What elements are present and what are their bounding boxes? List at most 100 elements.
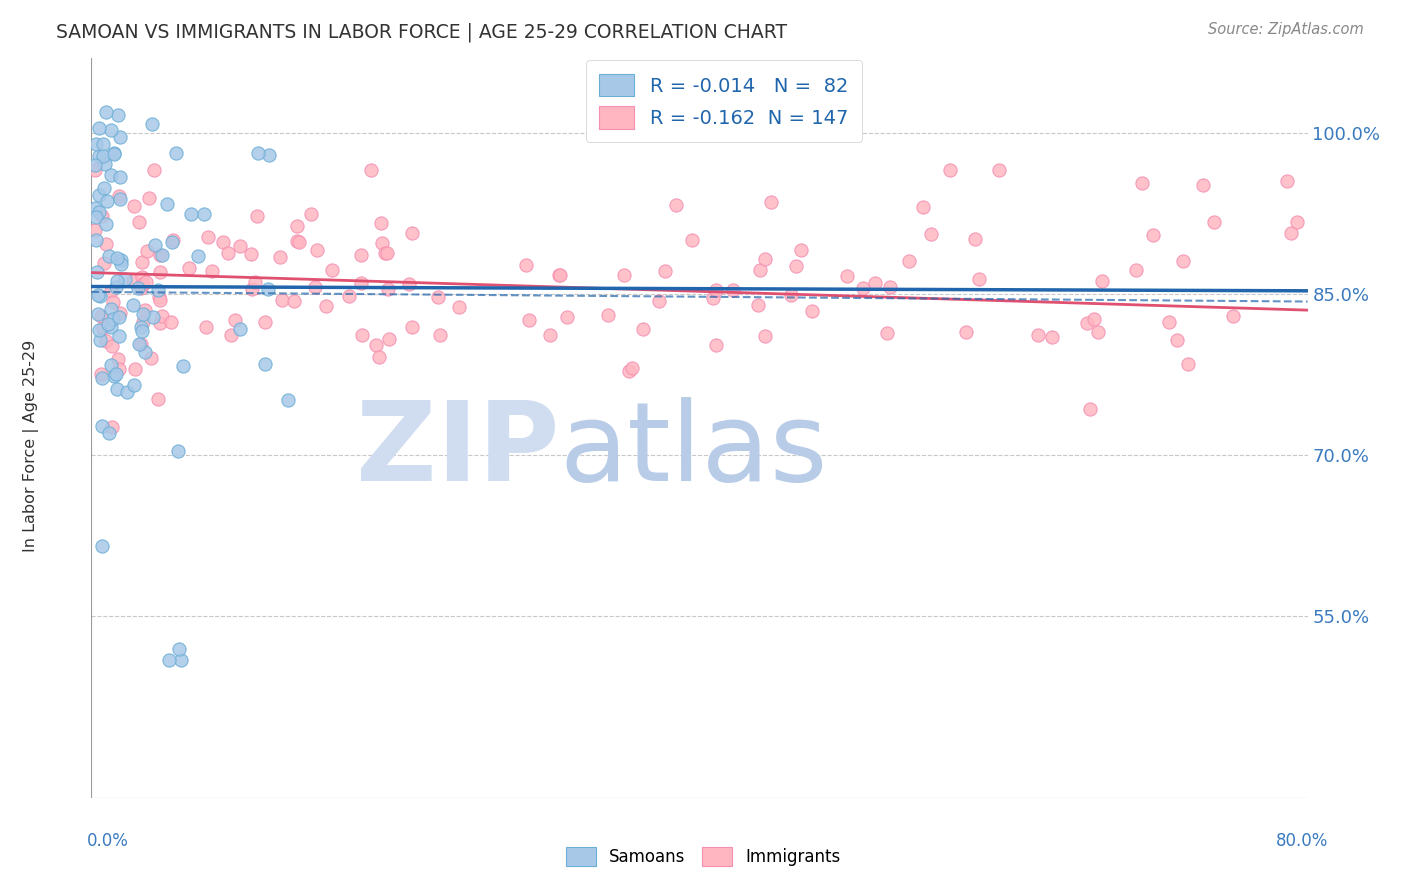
Point — [835, 269, 858, 284]
Point — [134, 345, 156, 359]
Point — [96, 194, 118, 209]
Point — [142, 310, 165, 324]
Point — [1204, 215, 1226, 229]
Point — [1166, 333, 1188, 347]
Point — [84, 137, 107, 152]
Point — [337, 288, 360, 302]
Point — [91, 149, 114, 163]
Point — [132, 277, 155, 292]
Text: SAMOAN VS IMMIGRANTS IN LABOR FORCE | AGE 25-29 CORRELATION CHART: SAMOAN VS IMMIGRANTS IN LABOR FORCE | AG… — [56, 22, 787, 42]
Point — [221, 328, 243, 343]
Point — [128, 215, 150, 229]
Point — [1091, 273, 1114, 287]
Point — [259, 147, 281, 161]
Point — [217, 245, 239, 260]
Point — [143, 162, 166, 177]
Point — [1222, 309, 1244, 323]
Point — [654, 264, 676, 278]
Point — [129, 336, 152, 351]
Point — [350, 276, 373, 290]
Point — [87, 120, 110, 135]
Point — [180, 207, 202, 221]
Point — [620, 361, 643, 376]
Point — [920, 227, 942, 242]
Point — [754, 328, 776, 343]
Point — [1078, 402, 1101, 417]
Point — [800, 304, 823, 318]
Point — [141, 116, 163, 130]
Point — [108, 188, 131, 202]
Point — [1157, 315, 1180, 329]
Point — [852, 281, 875, 295]
Point — [90, 309, 112, 323]
Point — [963, 232, 986, 246]
Point — [287, 235, 309, 249]
Point — [131, 255, 153, 269]
Point — [879, 280, 901, 294]
Point — [304, 280, 326, 294]
Point — [371, 236, 394, 251]
Point — [378, 332, 401, 346]
Point — [110, 169, 132, 184]
Point — [449, 300, 471, 314]
Point — [780, 288, 803, 302]
Point — [91, 136, 114, 151]
Point — [93, 181, 115, 195]
Point — [240, 246, 263, 260]
Point — [122, 377, 145, 392]
Point — [1275, 174, 1298, 188]
Point — [124, 362, 146, 376]
Point — [96, 237, 118, 252]
Point — [132, 307, 155, 321]
Point — [103, 147, 125, 161]
Point — [665, 198, 688, 212]
Point — [648, 293, 671, 308]
Point — [1040, 329, 1063, 343]
Point — [96, 217, 118, 231]
Point — [246, 209, 269, 223]
Point — [100, 168, 122, 182]
Point — [375, 245, 398, 260]
Point — [160, 314, 183, 328]
Point — [105, 274, 128, 288]
Point — [350, 327, 373, 342]
Point — [1285, 215, 1308, 229]
Point — [617, 364, 640, 378]
Point — [285, 219, 308, 233]
Point — [283, 293, 305, 308]
Point — [100, 285, 122, 299]
Point — [253, 357, 276, 371]
Point — [350, 247, 373, 261]
Point — [257, 282, 280, 296]
Point — [105, 382, 128, 396]
Point — [240, 282, 263, 296]
Point — [84, 210, 107, 224]
Point — [704, 283, 727, 297]
Point — [108, 306, 131, 320]
Point — [165, 145, 187, 160]
Point — [515, 258, 537, 272]
Point — [150, 309, 173, 323]
Point — [1191, 178, 1213, 193]
Point — [702, 291, 724, 305]
Point — [212, 235, 235, 249]
Point — [197, 230, 219, 244]
Text: atlas: atlas — [560, 397, 828, 504]
Point — [107, 108, 129, 122]
Point — [129, 280, 152, 294]
Point — [681, 233, 703, 247]
Point — [114, 272, 136, 286]
Text: 80.0%: 80.0% — [1277, 832, 1329, 850]
Point — [911, 200, 934, 214]
Text: In Labor Force | Age 25-29: In Labor Force | Age 25-29 — [22, 340, 39, 552]
Point — [898, 253, 921, 268]
Legend: R = -0.014   N =  82, R = -0.162  N = 147: R = -0.014 N = 82, R = -0.162 N = 147 — [586, 61, 862, 142]
Point — [785, 259, 807, 273]
Point — [115, 385, 138, 400]
Point — [97, 318, 120, 332]
Point — [167, 642, 190, 657]
Point — [374, 246, 396, 260]
Point — [104, 367, 127, 381]
Point — [195, 320, 218, 334]
Point — [254, 315, 277, 329]
